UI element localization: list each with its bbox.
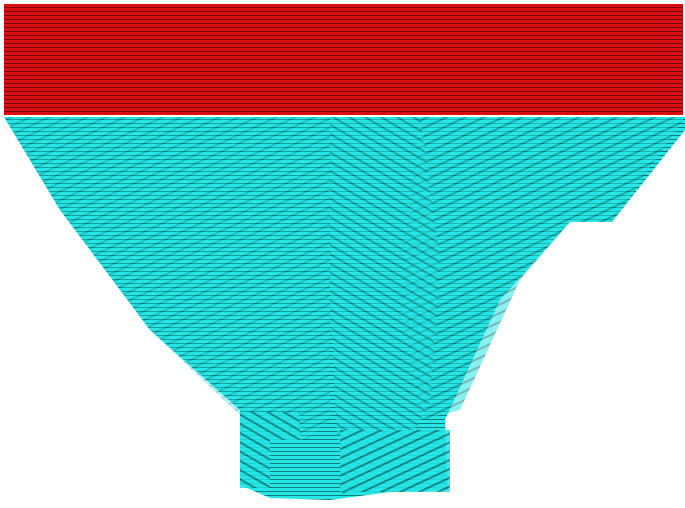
funnel-neck-right — [340, 430, 450, 492]
funnel-facet-center — [330, 117, 440, 495]
funnel-facet-right — [400, 117, 685, 420]
top-layer-chevron — [230, 4, 430, 115]
funnel-facet-left — [4, 117, 330, 470]
top-layer-group — [4, 4, 683, 117]
funnel-neck-center — [270, 440, 340, 498]
lower-layers-group — [4, 117, 685, 500]
